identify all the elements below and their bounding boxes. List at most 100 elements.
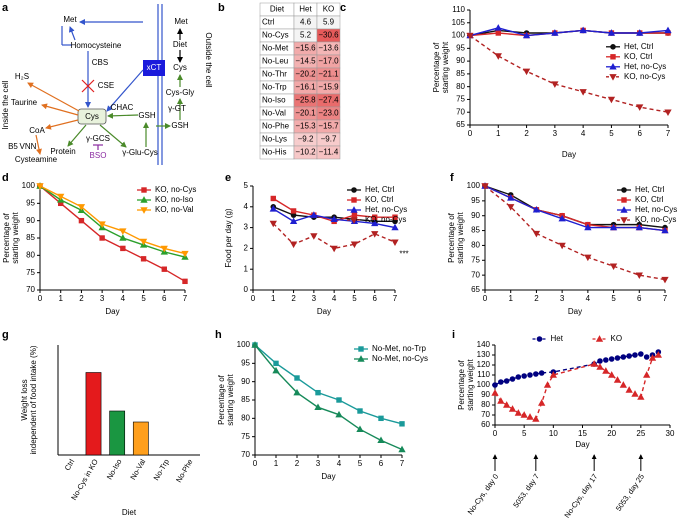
y-tick-label: 90 — [481, 390, 490, 399]
x-tick-label: 3 — [560, 294, 565, 303]
marker — [625, 386, 633, 393]
marker — [635, 223, 643, 231]
marker — [398, 445, 406, 453]
marker — [602, 367, 610, 374]
marker — [522, 31, 531, 39]
node-label: H₂S — [15, 72, 29, 81]
series-line — [254, 344, 403, 451]
marker — [315, 389, 321, 396]
y-tick-label: 85 — [471, 226, 480, 235]
marker — [273, 360, 279, 367]
cell-text: −21.1 — [318, 70, 339, 79]
cys-box — [77, 108, 107, 125]
x-tick-label: 7 — [393, 294, 398, 303]
marker — [609, 223, 618, 231]
marker — [521, 373, 527, 379]
node-label: Protein — [50, 147, 75, 156]
legend-label: No-Met, no-Cys — [372, 354, 428, 363]
marker — [527, 372, 533, 378]
marker — [494, 53, 502, 60]
node-label: Cys — [173, 63, 187, 72]
cell-text: No-Thr — [262, 70, 287, 79]
marker — [498, 379, 504, 385]
cell-text: −23.0 — [318, 109, 339, 118]
marker — [330, 245, 338, 253]
x-tick-label: 10 — [549, 429, 558, 438]
legend-marker — [621, 197, 627, 203]
y-tick-label: 85 — [26, 233, 35, 242]
cell-text: −15.3 — [295, 122, 316, 131]
legend-marker — [350, 217, 358, 224]
y-tick-label: 65 — [471, 285, 480, 294]
marker — [251, 341, 259, 348]
x-tick-label: 15 — [578, 429, 587, 438]
y-tick-label: 95 — [241, 358, 250, 367]
x-tick-label: 3 — [312, 294, 317, 303]
legend-marker — [620, 217, 628, 224]
legend-marker — [620, 206, 628, 213]
marker — [558, 214, 566, 222]
marker — [551, 81, 559, 88]
node-label: CoA — [29, 126, 45, 135]
x-tick-label: 7 — [400, 459, 405, 468]
legend-label: KO, no-Cys — [624, 72, 665, 81]
x-tick-label: 0 — [493, 429, 498, 438]
legend-label: KO, no-Cys — [155, 185, 196, 194]
marker — [293, 388, 301, 396]
panel-label: d — [2, 172, 9, 184]
marker — [584, 254, 592, 262]
y-tick-label: 90 — [241, 377, 250, 386]
y-tick-label: 0 — [244, 285, 249, 294]
bar — [132, 421, 149, 456]
y-tick-label: 100 — [477, 380, 491, 389]
marker — [119, 234, 127, 241]
node-label: GSH — [138, 111, 156, 120]
marker — [520, 411, 528, 418]
x-tick-label: 30 — [666, 429, 675, 438]
node-label: Met — [63, 15, 77, 24]
marker — [289, 241, 298, 249]
marker — [57, 193, 65, 201]
node-label: B5 — [8, 142, 18, 151]
cell-text: Ctrl — [262, 18, 275, 27]
x-tick-label: No-Val — [128, 457, 147, 481]
node-label: γ-GCS — [86, 134, 110, 143]
marker — [391, 223, 399, 231]
marker — [558, 242, 566, 250]
marker — [270, 195, 276, 202]
arrow — [27, 82, 80, 112]
marker — [356, 425, 364, 433]
marker — [310, 211, 318, 218]
marker — [597, 358, 603, 364]
legend-marker — [621, 187, 627, 193]
x-axis-label: Day — [105, 307, 119, 316]
marker — [664, 26, 672, 34]
node-label: Cys — [85, 112, 99, 121]
y-axis-label: Percentage of — [432, 42, 441, 93]
legend-marker — [140, 196, 148, 203]
marker — [654, 351, 662, 358]
marker — [140, 256, 147, 262]
x-tick-label: 4 — [581, 129, 586, 138]
legend-marker — [609, 62, 617, 70]
y-tick-label: 1 — [244, 264, 249, 273]
marker — [392, 214, 398, 220]
marker — [631, 390, 639, 397]
marker — [626, 353, 632, 359]
marker — [336, 397, 342, 403]
marker — [549, 371, 557, 378]
series-line — [39, 185, 186, 282]
node-label: xCT — [147, 63, 162, 72]
y-axis-label: Percentage of — [2, 212, 11, 263]
marker — [497, 397, 505, 404]
y-tick-label: 75 — [241, 432, 250, 441]
marker — [310, 233, 318, 240]
x-tick-label: 5 — [611, 294, 616, 303]
y-tick-label: 105 — [452, 18, 466, 27]
x-tick-label: 6 — [162, 294, 167, 303]
x-tick-label: 7 — [666, 129, 671, 138]
marker — [508, 405, 517, 412]
cell-text: No-Val — [262, 109, 286, 118]
marker — [532, 205, 541, 213]
marker — [181, 250, 189, 258]
